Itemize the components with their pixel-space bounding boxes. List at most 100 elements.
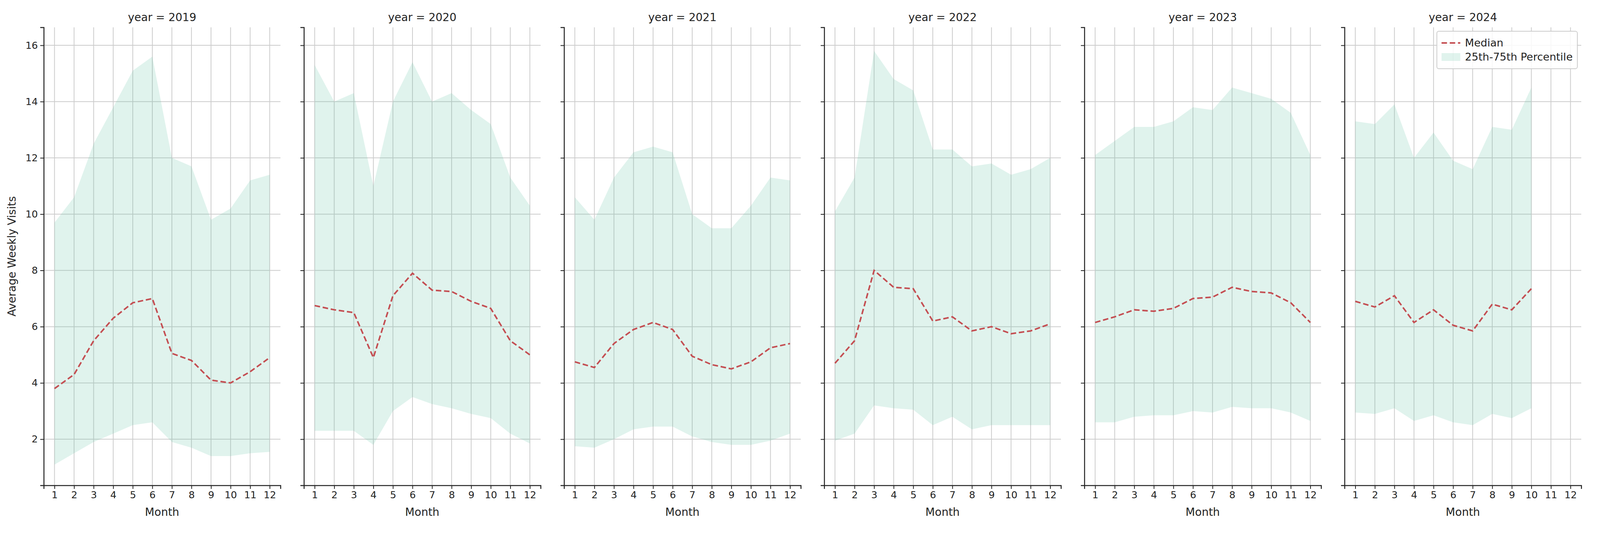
- tick-label: 9: [988, 489, 995, 501]
- median-line: [575, 322, 791, 370]
- tick: 6: [930, 485, 937, 501]
- tick-label: 10: [25, 208, 38, 220]
- x-axis-title: Month: [1445, 505, 1481, 519]
- tick-mark: [1094, 485, 1096, 490]
- median-line: [1095, 287, 1311, 323]
- tick: 5: [389, 485, 397, 501]
- x-axis: 123456789101112: [1344, 485, 1582, 501]
- grid-line: [1084, 101, 1322, 102]
- tick-mark: [672, 485, 674, 490]
- tick-mark: [1341, 45, 1345, 47]
- tick: 3: [1131, 485, 1138, 501]
- panel-title: year = 2020: [388, 10, 457, 24]
- grid-line: [1569, 27, 1571, 486]
- tick-mark: [731, 485, 733, 490]
- tick: 2: [331, 485, 338, 501]
- panel-title: year = 2023: [1168, 10, 1238, 24]
- tick: [1341, 101, 1345, 102]
- tick-mark: [820, 439, 825, 440]
- tick: [300, 45, 304, 46]
- tick: [1080, 214, 1085, 215]
- tick-mark: [1030, 485, 1032, 490]
- grid-line: [303, 44, 541, 46]
- tick-mark: [1080, 439, 1085, 440]
- tick: 9: [728, 485, 735, 501]
- tick-mark: [1080, 382, 1085, 384]
- tick-mark: [300, 214, 304, 215]
- tick-label: 4: [370, 489, 377, 501]
- y-axis: [300, 27, 305, 486]
- plot-area: [1095, 87, 1311, 423]
- y-axis: [1080, 27, 1085, 486]
- x-axis: 123456789101112: [44, 485, 281, 501]
- axis-line: [304, 485, 542, 490]
- tick-label: 4: [1150, 489, 1158, 501]
- tick-label: 5: [1170, 489, 1177, 501]
- tick-label: 3: [610, 489, 618, 501]
- tick-mark: [1341, 214, 1345, 215]
- tick-label: 6: [409, 489, 417, 501]
- tick-label: 2: [1111, 489, 1118, 501]
- tick-label: 12: [1564, 489, 1577, 501]
- tick: [1080, 101, 1085, 102]
- tick: [560, 326, 565, 328]
- tick-mark: [1192, 485, 1194, 490]
- tick-mark: [300, 439, 304, 440]
- tick: 12: [1044, 485, 1057, 501]
- tick: 9: [468, 485, 475, 501]
- tick-mark: [594, 485, 595, 490]
- grid: [824, 27, 1061, 486]
- tick-mark: [1114, 485, 1116, 490]
- tick: 9: [208, 485, 215, 501]
- plot-area: [54, 56, 270, 465]
- axis-line: [1344, 485, 1582, 490]
- median-line: [54, 298, 270, 390]
- tick: 5: [1170, 485, 1177, 501]
- x-axis-title: Month: [1185, 505, 1220, 519]
- tick-mark: [1492, 485, 1493, 490]
- tick-mark: [1531, 485, 1533, 490]
- tick: 2: [71, 485, 78, 501]
- tick: 4: [1410, 485, 1418, 501]
- tick-label: 11: [504, 489, 517, 501]
- tick-label: 9: [208, 489, 215, 501]
- legend-box: [1436, 31, 1578, 69]
- tick-label: 2: [71, 489, 78, 501]
- tick-label: 7: [949, 489, 956, 501]
- tick-mark: [471, 485, 472, 490]
- legend-label: Median: [1464, 36, 1504, 49]
- tick: 1: [832, 485, 839, 501]
- tick: 3: [90, 485, 97, 501]
- grid-line: [564, 157, 801, 159]
- tick-mark: [1341, 326, 1345, 328]
- tick-label: 8: [1489, 489, 1496, 501]
- tick-mark: [392, 485, 394, 490]
- tick-mark: [1341, 157, 1345, 159]
- tick: 1: [571, 485, 579, 501]
- tick-mark: [300, 157, 304, 159]
- tick-mark: [1153, 485, 1155, 490]
- tick-mark: [40, 326, 44, 328]
- axis-line: [300, 27, 305, 486]
- tick-mark: [952, 485, 954, 490]
- tick-mark: [451, 485, 453, 490]
- panel-title: year = 2021: [648, 10, 717, 24]
- tick-mark: [820, 382, 825, 384]
- tick-label: 12: [783, 489, 797, 501]
- tick: [560, 45, 565, 46]
- tick: 9: [1508, 485, 1516, 501]
- tick: 1: [1092, 485, 1099, 501]
- grid-line: [824, 101, 1061, 102]
- tick-mark: [560, 326, 565, 328]
- x-axis: 123456789101112: [824, 485, 1062, 501]
- tick: [560, 157, 565, 159]
- tick: [820, 270, 825, 272]
- tick-mark: [191, 485, 193, 490]
- tick-label: 8: [448, 489, 456, 501]
- tick: 6: [669, 485, 677, 501]
- tick: 10: [224, 485, 238, 501]
- tick-label: 6: [1450, 489, 1457, 501]
- tick-mark: [1251, 485, 1253, 490]
- tick-label: 8: [969, 489, 976, 501]
- panel: 123456789101112year = 2021Month: [560, 10, 802, 519]
